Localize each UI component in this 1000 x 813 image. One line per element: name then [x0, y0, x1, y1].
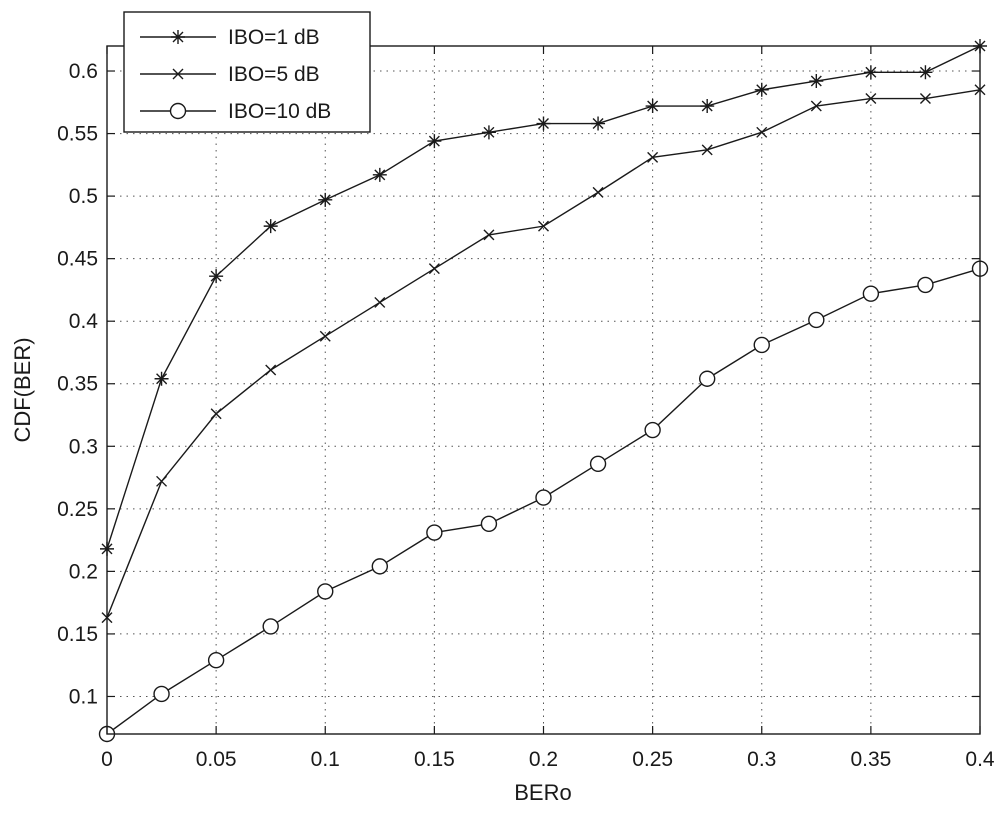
- data-point: [700, 99, 715, 114]
- y-tick-label: 0.15: [57, 623, 98, 646]
- legend-box: [123, 11, 371, 133]
- data-series: [98, 39, 989, 743]
- series-circle: [98, 260, 989, 743]
- data-point: [265, 364, 277, 376]
- legend-marker: [172, 68, 184, 80]
- x-tick-label: 0.4: [965, 748, 995, 771]
- legend-label: IBO=5 dB: [228, 63, 320, 86]
- data-point: [318, 192, 333, 207]
- x-tick-label: 0: [101, 748, 113, 771]
- x-tick-label: 0.2: [529, 748, 558, 771]
- data-point: [756, 126, 768, 138]
- data-point: [645, 99, 660, 114]
- x-tick-label: 0.1: [311, 748, 340, 771]
- data-point: [809, 74, 824, 89]
- data-point: [919, 93, 931, 105]
- data-point: [480, 515, 498, 533]
- data-point: [156, 475, 168, 487]
- data-point: [863, 65, 878, 80]
- y-tick-label: 0.45: [57, 248, 98, 271]
- data-point: [918, 65, 933, 80]
- data-point: [592, 186, 604, 198]
- legend-marker: [171, 30, 185, 44]
- x-tick-label: 0.35: [850, 748, 891, 771]
- legend[interactable]: IBO=1 dB IBO=5 dB IBO=10 dB: [123, 11, 371, 133]
- y-tick-label: 0.6: [69, 60, 98, 83]
- legend-marker: [169, 102, 187, 120]
- plot-area: [107, 46, 980, 734]
- data-point: [209, 269, 224, 284]
- series-x: [101, 84, 986, 624]
- data-point: [154, 371, 169, 386]
- y-tick-label: 0.1: [69, 685, 98, 708]
- y-tick-label: 0.35: [57, 373, 98, 396]
- x-tick-label: 0.05: [196, 748, 237, 771]
- data-point: [426, 524, 443, 541]
- data-point: [262, 618, 279, 635]
- y-tick-label: 0.55: [57, 123, 98, 146]
- axis-ticks: 0 0.05 0.1 0.15 0.2 0.25 0.3 0.35 0.4 0.1 0.15 0.2 0…: [57, 46, 995, 771]
- x-tick-label: 0.3: [747, 748, 776, 771]
- data-point: [427, 134, 442, 149]
- data-point: [698, 370, 716, 387]
- x-tick-label: 0.15: [414, 748, 455, 771]
- data-point: [535, 489, 552, 506]
- legend-entry[interactable]: IBO=10 dB: [140, 100, 331, 123]
- data-point: [372, 167, 387, 182]
- data-point: [538, 220, 549, 232]
- legend-entry[interactable]: IBO=5 dB: [140, 63, 320, 86]
- data-point: [589, 455, 607, 473]
- data-point: [753, 336, 770, 354]
- data-point: [317, 583, 334, 600]
- y-axis-label: CDF(BER): [10, 337, 35, 442]
- legend-label: IBO=1 dB: [228, 26, 320, 49]
- y-tick-label: 0.3: [69, 435, 98, 458]
- data-point: [536, 116, 551, 131]
- data-point: [591, 116, 606, 131]
- data-point: [862, 285, 880, 302]
- series-asterisk: [100, 39, 987, 556]
- data-point: [917, 276, 934, 294]
- legend-entry[interactable]: IBO=1 dB: [140, 26, 320, 49]
- data-point: [810, 100, 822, 112]
- data-point: [483, 229, 495, 241]
- data-point: [374, 296, 386, 308]
- data-point: [808, 311, 825, 329]
- grid-lines: [107, 46, 980, 734]
- data-point: [428, 263, 440, 275]
- data-point: [210, 408, 222, 420]
- y-tick-label: 0.25: [57, 498, 98, 521]
- data-point: [263, 219, 278, 234]
- x-axis-label: BERo: [514, 780, 571, 805]
- data-point: [153, 685, 170, 703]
- y-tick-label: 0.5: [69, 185, 98, 208]
- data-point: [701, 144, 713, 156]
- data-point: [207, 651, 225, 669]
- data-point: [754, 82, 769, 97]
- data-point: [371, 558, 389, 575]
- data-point: [481, 125, 496, 140]
- x-tick-label: 0.25: [632, 748, 673, 771]
- data-point: [644, 421, 661, 439]
- y-tick-label: 0.2: [69, 560, 98, 583]
- data-point: [319, 330, 331, 342]
- y-tick-label: 0.4: [69, 310, 99, 333]
- data-point: [865, 93, 877, 105]
- data-point: [647, 151, 659, 163]
- legend-label: IBO=10 dB: [228, 100, 331, 123]
